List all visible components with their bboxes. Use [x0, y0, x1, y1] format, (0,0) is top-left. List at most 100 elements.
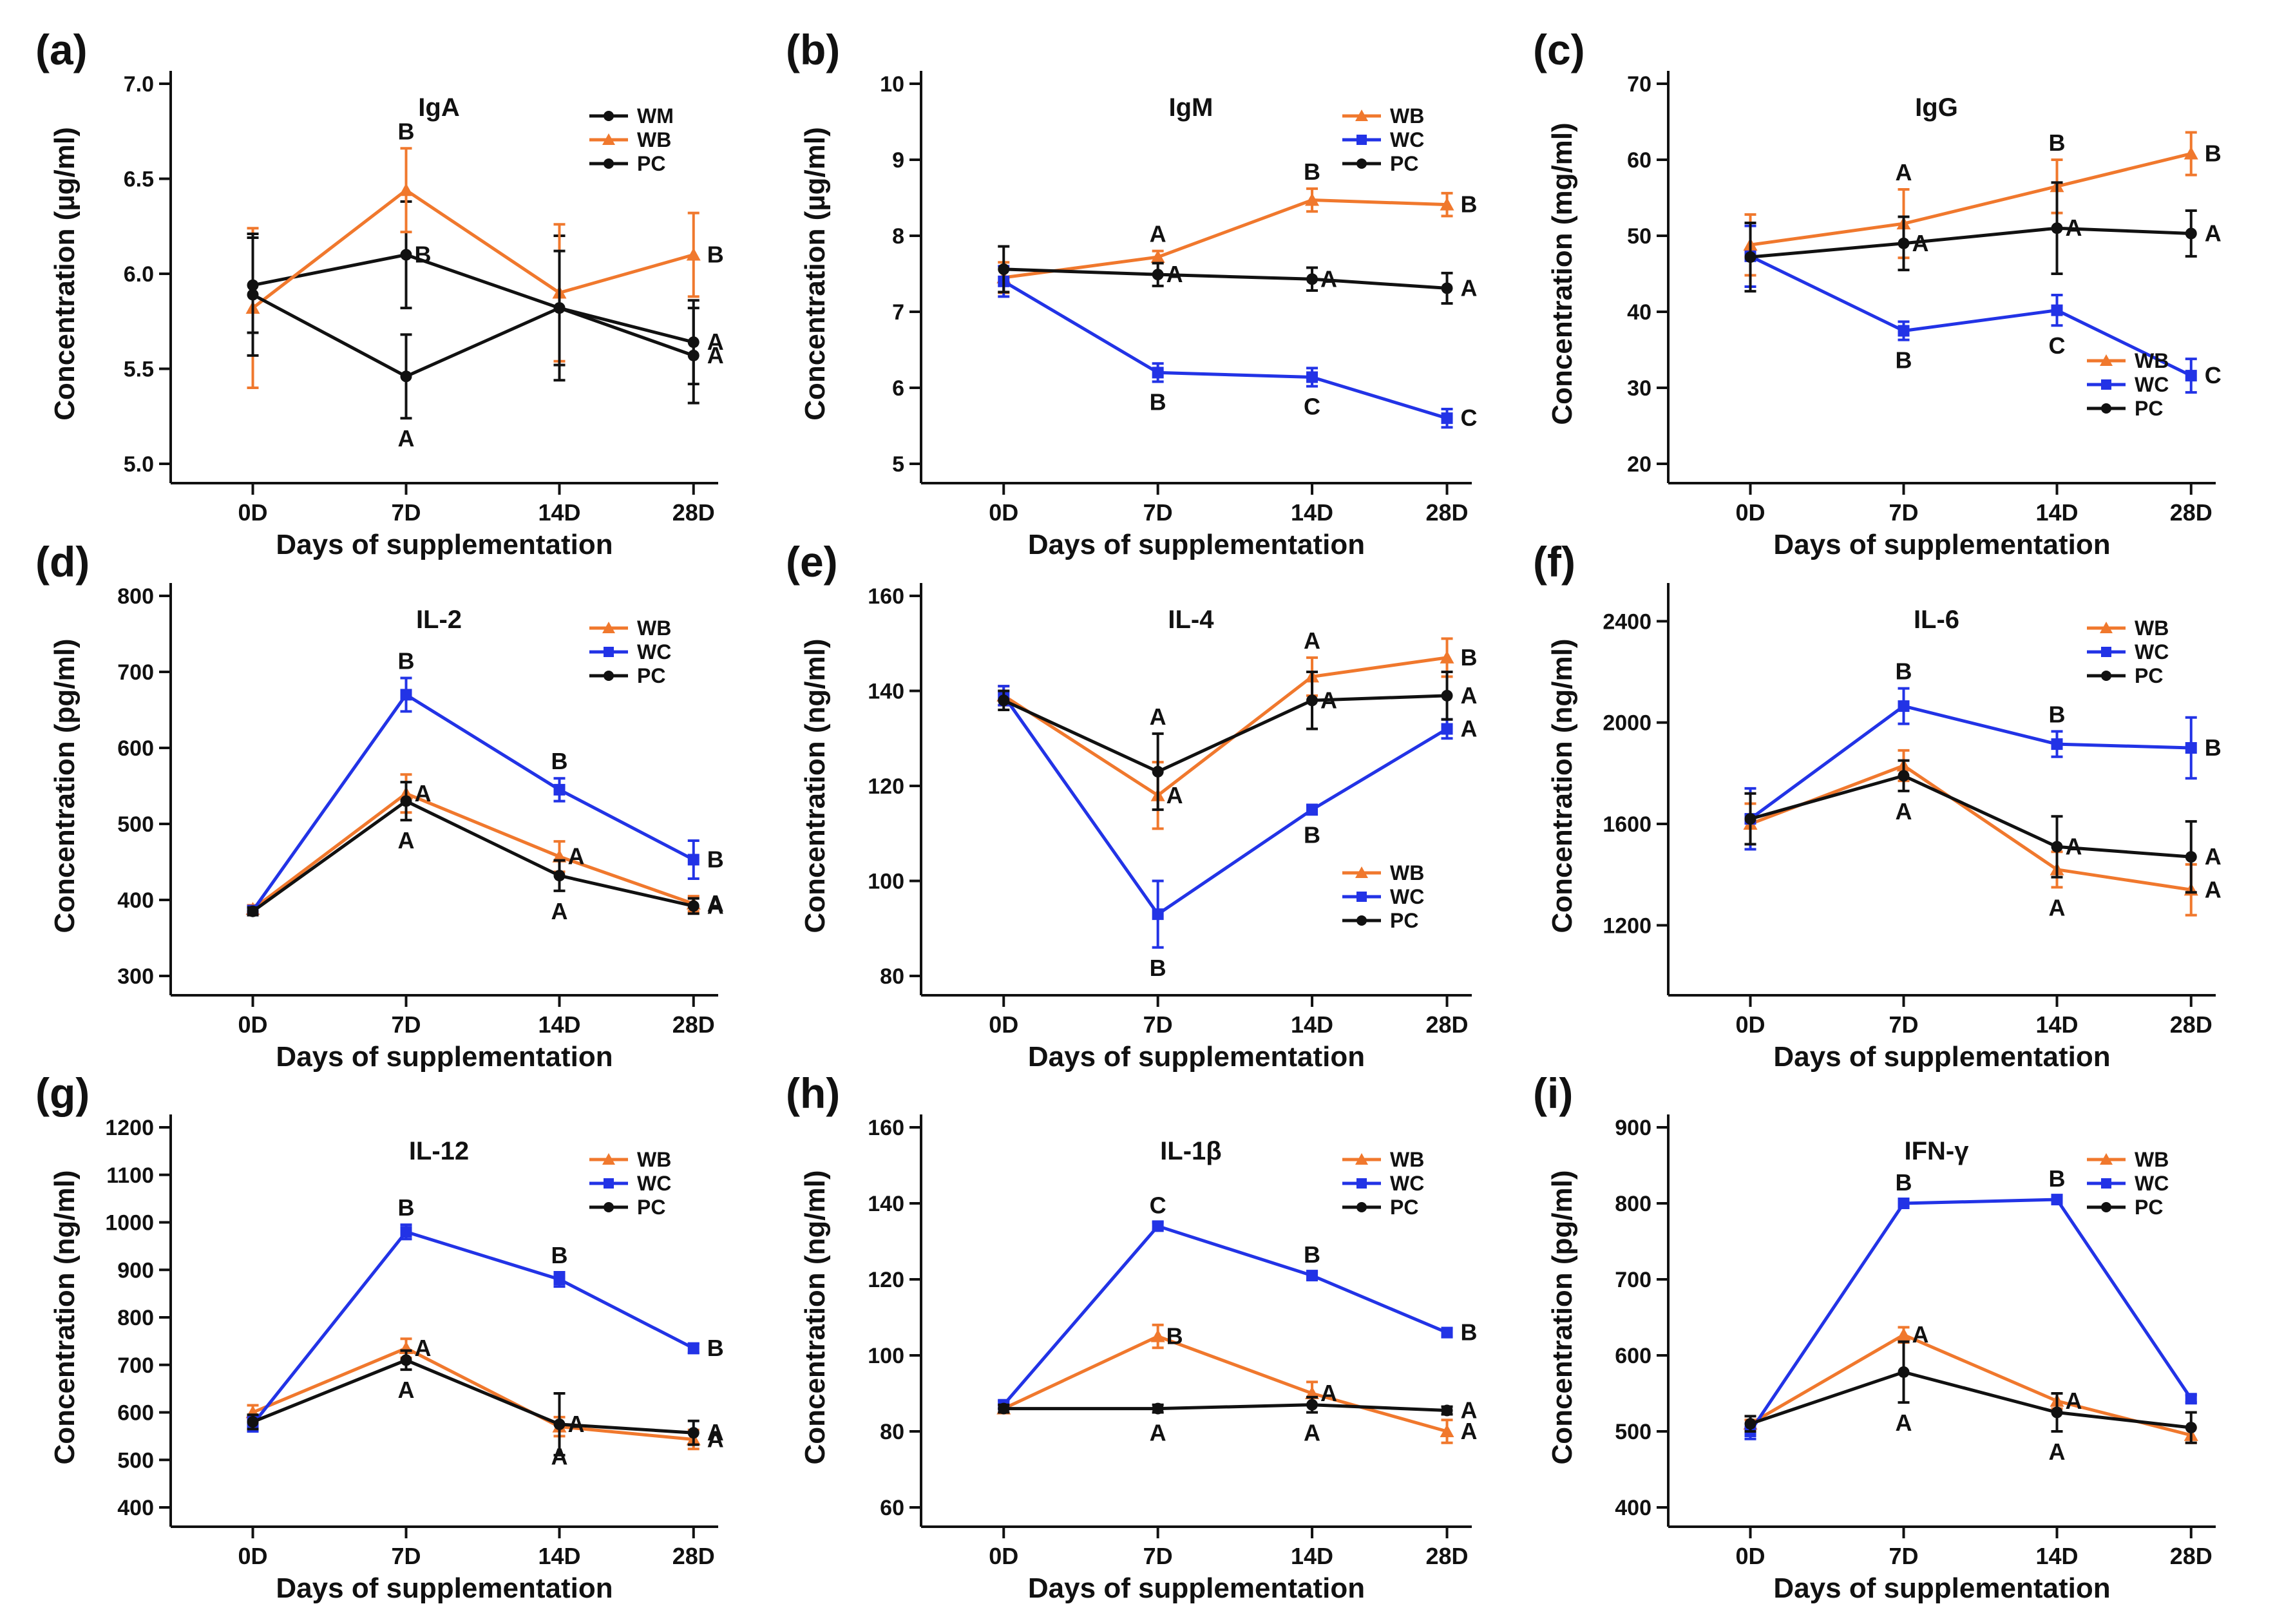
legend-item-PC: PC [2087, 397, 2163, 420]
y-tick-label: 300 [117, 964, 154, 989]
chart-title: IFN-γ [1905, 1137, 1970, 1165]
legend-label: WC [1390, 1172, 1424, 1195]
data-point [399, 183, 414, 196]
significance-label: A [1912, 230, 1929, 256]
legend-marker [1355, 110, 1368, 121]
series-WB: AAA [245, 1335, 724, 1469]
legend-label: PC [637, 664, 665, 687]
y-tick-label: 80 [880, 964, 904, 989]
series-PC: AA [1744, 1340, 2197, 1465]
x-tick-label: 7D [1889, 1011, 1918, 1038]
x-tick-label: 14D [2035, 499, 2078, 526]
significance-label: A [551, 898, 568, 924]
x-tick-label: 7D [391, 1011, 421, 1038]
x-axis-title: Days of supplementation [1773, 1041, 2110, 1073]
significance-label: C [1304, 394, 1320, 420]
data-point [1898, 770, 1910, 782]
significance-label: B [2205, 140, 2222, 167]
data-point [400, 1226, 412, 1238]
significance-label: A [2066, 215, 2082, 241]
data-point [400, 795, 412, 807]
legend-label: WB [2135, 349, 2169, 372]
y-tick-label: 1100 [106, 1163, 154, 1188]
significance-label: A [707, 892, 724, 919]
legend-marker [602, 1153, 615, 1165]
significance-label: C [2205, 362, 2222, 388]
data-point [1306, 694, 1318, 707]
data-point [1152, 1220, 1164, 1232]
y-axis-title: Concentration (pg/ml) [1546, 1170, 1578, 1464]
significance-label: A [2049, 1438, 2066, 1465]
x-axis-title: Days of supplementation [1028, 1041, 1365, 1073]
significance-label: B [1461, 1319, 1478, 1346]
series-line [251, 693, 694, 912]
data-point [1898, 700, 1910, 712]
significance-label: A [1166, 261, 1183, 287]
x-tick-label: 14D [1291, 1011, 1333, 1038]
significance-label: A [398, 827, 415, 854]
y-tick-label: 100 [868, 1344, 904, 1368]
data-point [1440, 197, 1454, 211]
data-point [686, 247, 701, 261]
panel-letter: (f) [1533, 538, 1575, 586]
series-line [1749, 254, 2192, 377]
legend-marker [1356, 892, 1367, 902]
legend-item-PC: PC [589, 664, 665, 687]
x-tick-label: 0D [989, 1011, 1018, 1038]
data-point [553, 1418, 566, 1430]
significance-label: B [398, 647, 415, 674]
significance-label: A [2049, 894, 2066, 921]
data-point [1898, 1366, 1910, 1378]
significance-label: B [707, 242, 724, 268]
x-tick-label: 7D [391, 1543, 421, 1569]
significance-label: B [2205, 734, 2222, 761]
significance-label: C [1461, 405, 1478, 431]
significance-label: A [707, 1419, 724, 1446]
legend-item-WC: WC [589, 640, 671, 664]
legend-label: WB [637, 128, 671, 151]
x-tick-label: 28D [672, 1011, 715, 1038]
series-WM: BA [247, 200, 724, 405]
x-tick-label: 14D [538, 1011, 580, 1038]
significance-label: C [1150, 1192, 1166, 1219]
data-point [1150, 1329, 1165, 1342]
data-point [247, 905, 259, 917]
legend-label: WC [2135, 640, 2169, 664]
legend-item-PC: PC [589, 152, 665, 175]
legend-label: WB [2135, 1148, 2169, 1171]
data-point [2051, 222, 2063, 234]
data-point [247, 289, 259, 301]
y-tick-label: 8 [892, 224, 904, 249]
x-tick-label: 28D [1426, 1543, 1469, 1569]
data-point [687, 900, 699, 912]
x-tick-label: 28D [2170, 499, 2213, 526]
series-line [251, 188, 694, 310]
x-tick-label: 28D [1426, 499, 1469, 526]
series-line [251, 791, 694, 911]
x-tick-label: 0D [1735, 499, 1765, 526]
series-line [252, 799, 694, 913]
chart-panel-e: (e) 80 100 120 140 160 0D 7D 14D 28D Days of suppl… [786, 538, 1478, 1073]
series-line [1750, 226, 2191, 259]
x-tick-label: 0D [989, 1543, 1018, 1569]
series-line [251, 1230, 694, 1426]
data-point [1150, 250, 1165, 263]
data-point [2185, 1393, 2197, 1405]
legend-marker [1356, 915, 1367, 926]
y-axis-title: Concentration (ng/ml) [1546, 638, 1578, 933]
series-line [252, 1358, 694, 1435]
legend-label: WB [1390, 1148, 1424, 1171]
significance-label: B [1150, 389, 1166, 416]
y-tick-label: 500 [117, 1448, 154, 1473]
legend-label: PC [2135, 664, 2163, 687]
series-line [1002, 656, 1447, 798]
data-point [553, 783, 566, 796]
significance-label: A [1461, 274, 1478, 301]
y-tick-label: 1600 [1603, 812, 1651, 837]
y-tick-label: 5.5 [124, 358, 154, 382]
significance-label: A [2205, 220, 2222, 246]
series-line [1002, 694, 1448, 917]
y-tick-label: 2400 [1603, 609, 1651, 634]
legend-marker [2101, 403, 2111, 414]
